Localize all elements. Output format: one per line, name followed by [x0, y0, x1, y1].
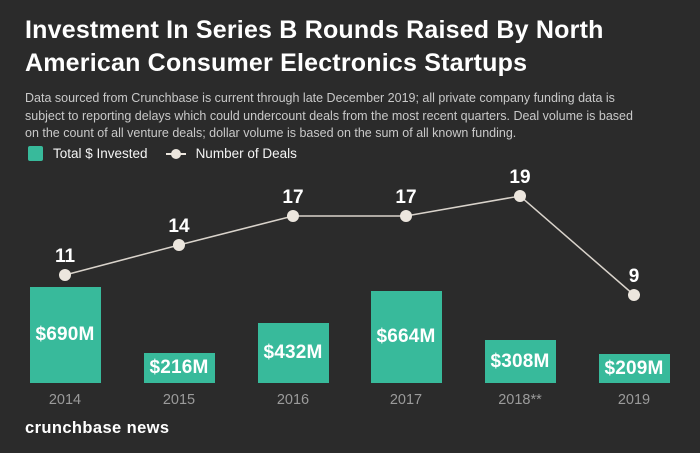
brand-wordmark: crunchbase news	[25, 419, 170, 437]
x-axis-label: 2016	[276, 392, 310, 408]
bar-2018: $308M	[484, 340, 556, 383]
x-axis-label: 2015	[162, 392, 196, 408]
x-axis-label: 2017	[389, 392, 423, 408]
deals-point-marker	[628, 289, 640, 301]
bar-value-label: $216M	[149, 357, 209, 378]
deals-point-marker	[59, 269, 71, 281]
bar-swatch-icon	[28, 146, 43, 161]
bar-value-label: $308M	[490, 350, 550, 372]
deals-point-marker	[400, 210, 412, 222]
legend-label-number-of-deals: Number of Deals	[195, 146, 297, 161]
bar-2015: $216M	[143, 353, 215, 383]
x-axis-label: 2018**	[498, 392, 542, 408]
bar-2019: $209M	[598, 354, 670, 383]
bar-2014: $690M	[29, 287, 101, 383]
x-axis-label: 2019	[617, 392, 651, 408]
legend-item-number-of-deals: Number of Deals	[165, 146, 297, 161]
bar-2016: $432M	[257, 323, 329, 383]
bar-value-label: $690M	[35, 324, 95, 345]
chart-legend: Total $ Invested Number of Deals	[28, 146, 297, 161]
bar-value-label: $209M	[604, 357, 664, 379]
line-marker-icon	[165, 146, 186, 161]
deal-count-label: 17	[282, 187, 304, 208]
deal-count-label: 19	[509, 167, 531, 188]
deals-point-marker	[287, 210, 299, 222]
x-axis-label: 2014	[48, 392, 82, 408]
bar-value-label: $432M	[263, 342, 323, 363]
deal-count-label: 17	[395, 187, 417, 208]
deals-line	[64, 195, 635, 296]
deal-count-label: 14	[168, 216, 190, 237]
legend-label-total-invested: Total $ Invested	[53, 146, 148, 161]
deals-point-marker	[514, 190, 526, 202]
chart-title: Investment In Series B Rounds Raised By …	[25, 16, 604, 77]
bar-2017: $664M	[370, 291, 442, 383]
chart-subtitle: Data sourced from Crunchbase is current …	[25, 91, 633, 140]
legend-item-total-invested: Total $ Invested	[28, 146, 148, 161]
deals-point-marker	[173, 239, 185, 251]
deal-count-label: 11	[54, 246, 76, 267]
bar-value-label: $664M	[376, 326, 436, 347]
deal-count-label: 9	[628, 266, 640, 287]
